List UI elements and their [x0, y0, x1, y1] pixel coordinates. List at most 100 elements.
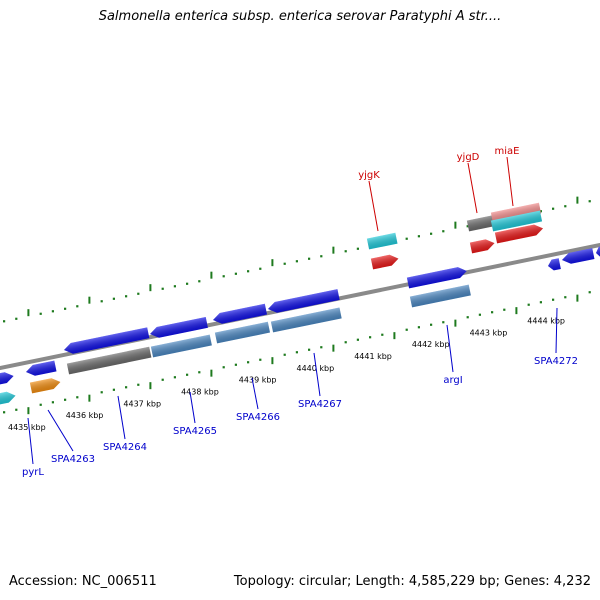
leader-line	[506, 156, 514, 207]
gene-feature	[0, 391, 16, 406]
inner-minor-tick	[466, 316, 469, 319]
gene-feature	[213, 303, 268, 324]
scale-label: 4442 kbp	[412, 340, 450, 349]
outer-minor-tick	[430, 232, 433, 235]
gene-label: SPA4267	[298, 399, 342, 410]
outer-minor-tick	[137, 292, 140, 295]
inner-minor-tick	[430, 323, 433, 326]
outer-minor-tick	[308, 257, 311, 260]
inner-minor-tick	[234, 363, 237, 366]
inner-minor-tick	[552, 298, 555, 301]
gene-feature	[214, 321, 271, 344]
scale-labels: 4435 kbp 4436 kbp 4437 kbp 4438 kbp 4439 kbp…	[8, 317, 565, 432]
outer-minor-tick	[125, 295, 128, 298]
scale-label: 4435 kbp	[8, 423, 46, 432]
inner-minor-tick	[442, 321, 445, 324]
gene-feature-shade	[469, 239, 495, 254]
gene-feature-shade	[29, 378, 61, 394]
gene-feature	[562, 248, 595, 264]
inner-minor-tick	[76, 396, 79, 399]
gene-feature-shade	[494, 224, 544, 244]
outer-minor-tick	[100, 300, 103, 303]
gene-feature-shade	[406, 267, 467, 289]
gene-feature-shade	[409, 284, 471, 308]
outer-minor-tick	[417, 235, 420, 238]
inner-minor-tick	[137, 383, 140, 386]
gene-feature-shade	[66, 346, 152, 375]
outer-minor-tick	[64, 307, 67, 310]
inner-minor-tick	[100, 391, 103, 394]
inner-minor-tick	[381, 333, 384, 336]
inner-minor-tick	[405, 328, 408, 331]
scale-label: 4436 kbp	[66, 411, 104, 420]
inner-minor-tick	[527, 303, 530, 306]
inner-minor-tick	[39, 403, 42, 406]
label-leader-lines	[27, 156, 558, 465]
gene-feature-shade	[26, 360, 57, 376]
gene-feature-shade	[0, 391, 16, 406]
scale-label: 4444 kbp	[527, 317, 565, 326]
gene-label: SPA4264	[103, 442, 147, 453]
gene-feature	[370, 254, 399, 270]
gene-label: SPA4263	[51, 454, 95, 465]
gene-feature-shade	[562, 248, 595, 264]
inner-minor-tick	[539, 301, 542, 304]
gene-feature	[64, 327, 150, 354]
gene-feature	[150, 334, 212, 358]
inner-minor-tick	[295, 351, 298, 354]
gene-label: miaE	[495, 146, 520, 157]
outer-minor-tick	[51, 310, 54, 313]
outer-minor-tick	[564, 205, 567, 208]
inner-minor-tick	[417, 326, 420, 329]
inner-minor-tick	[15, 408, 18, 411]
gene-feature	[270, 307, 342, 333]
inner-minor-tick	[173, 376, 176, 379]
gene-feature-shade	[268, 289, 340, 313]
outer-minor-tick	[405, 237, 408, 240]
gene-feature	[268, 289, 340, 313]
inner-minor-tick	[283, 353, 286, 356]
gene-feature	[29, 378, 61, 394]
gene-label: pyrL	[22, 467, 44, 478]
outer-minor-tick	[234, 272, 237, 275]
inner-tick-ring	[3, 291, 591, 415]
outer-minor-tick	[466, 225, 469, 228]
scale-label: 4440 kbp	[297, 364, 335, 373]
inner-minor-tick	[478, 313, 481, 316]
inner-minor-tick	[369, 336, 372, 339]
inner-minor-tick	[3, 411, 6, 414]
inner-minor-tick	[125, 386, 128, 389]
gene-feature-shade	[490, 210, 543, 232]
outer-minor-tick	[186, 282, 189, 285]
inner-minor-tick	[491, 311, 494, 314]
gene-feature	[548, 258, 561, 271]
gene-feature-shade	[366, 232, 398, 250]
outer-minor-tick	[76, 305, 79, 308]
gene-label: SPA4266	[236, 412, 280, 423]
scale-label: 4438 kbp	[181, 388, 219, 397]
gene-feature	[150, 316, 208, 338]
outer-minor-tick	[552, 207, 555, 210]
scale-label: 4437 kbp	[123, 399, 161, 408]
gene-feature	[0, 372, 14, 386]
inner-minor-tick	[308, 348, 311, 351]
leader-line	[446, 324, 454, 373]
outer-minor-tick	[39, 312, 42, 315]
leader-line	[251, 377, 259, 410]
inner-minor-tick	[564, 296, 567, 299]
gene-feature	[469, 239, 495, 254]
inner-minor-tick	[259, 358, 262, 361]
outer-minor-tick	[198, 280, 201, 283]
gene-feature-shade	[466, 215, 495, 232]
outer-minor-tick	[247, 270, 250, 273]
gene-label: yjgD	[457, 152, 480, 163]
gene-feature-shade	[548, 258, 561, 271]
gene-feature-shade	[370, 254, 399, 270]
gene-feature	[406, 267, 467, 289]
gene-feature-shade	[150, 334, 212, 358]
inner-minor-tick	[51, 401, 54, 404]
scale-label: 4443 kbp	[470, 328, 508, 337]
gene-feature-shade	[214, 321, 271, 344]
outer-minor-tick	[222, 275, 225, 278]
